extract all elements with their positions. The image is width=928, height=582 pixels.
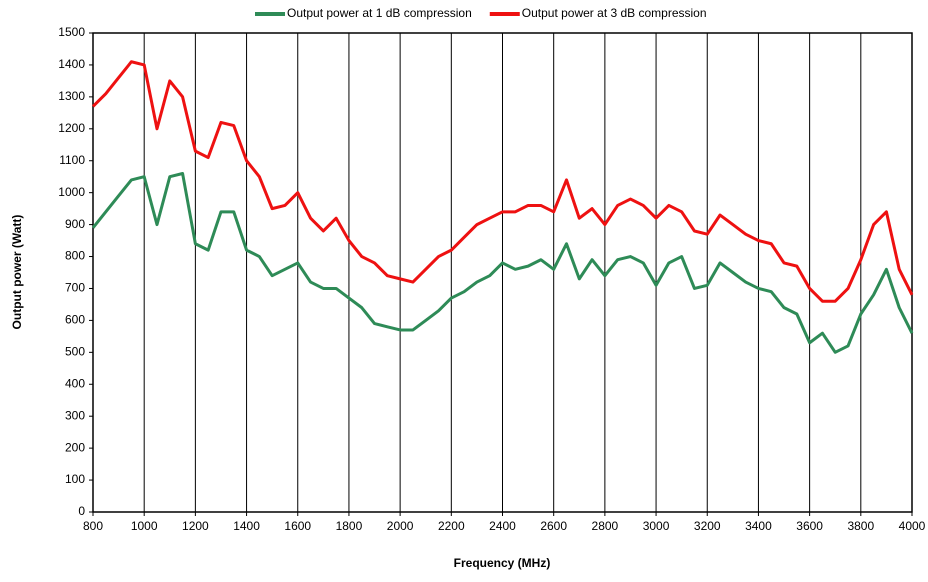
y-tick-label: 400: [65, 376, 85, 390]
x-tick-label: 2400: [489, 519, 516, 533]
x-axis-title: Frequency (MHz): [454, 556, 551, 570]
legend-label: Output power at 1 dB compression: [287, 6, 472, 20]
y-tick-label: 900: [65, 217, 85, 231]
y-tick-label: 0: [78, 504, 85, 518]
x-tick-label: 2200: [438, 519, 465, 533]
x-tick-label: 3400: [745, 519, 772, 533]
y-tick-label: 100: [65, 472, 85, 486]
y-tick-label: 300: [65, 408, 85, 422]
series-line: [91, 60, 914, 303]
series-line: [91, 172, 914, 354]
x-tick-label: 3600: [796, 519, 823, 533]
plot-frame: [92, 32, 913, 513]
y-tick-label: 1300: [58, 89, 85, 103]
x-tick-label: 2800: [592, 519, 619, 533]
legend-label: Output power at 3 dB compression: [522, 6, 707, 20]
x-tick-label: 2600: [540, 519, 567, 533]
x-tick-label: 3000: [643, 519, 670, 533]
y-tick-label: 200: [65, 440, 85, 454]
y-tick-label: 800: [65, 249, 85, 263]
x-tick-label: 1000: [131, 519, 158, 533]
y-axis-title: Output power (Watt): [10, 215, 24, 330]
x-tick-label: 1400: [233, 519, 260, 533]
y-tick-label: 1000: [58, 185, 85, 199]
x-tick-label: 3800: [847, 519, 874, 533]
x-tick-label: 1800: [336, 519, 363, 533]
y-tick-label: 600: [65, 313, 85, 327]
x-tick-label: 800: [83, 519, 103, 533]
x-tick-label: 4000: [899, 519, 926, 533]
x-tick-label: 1600: [284, 519, 311, 533]
y-tick-label: 500: [65, 345, 85, 359]
y-tick-label: 1400: [58, 57, 85, 71]
y-tick-label: 1100: [59, 153, 85, 167]
y-tick-label: 700: [65, 281, 85, 295]
x-tick-label: 3200: [694, 519, 721, 533]
x-tick-label: 1200: [182, 519, 209, 533]
x-tick-label: 2000: [387, 519, 414, 533]
y-tick-label: 1500: [58, 25, 85, 39]
y-tick-label: 1200: [58, 121, 85, 135]
